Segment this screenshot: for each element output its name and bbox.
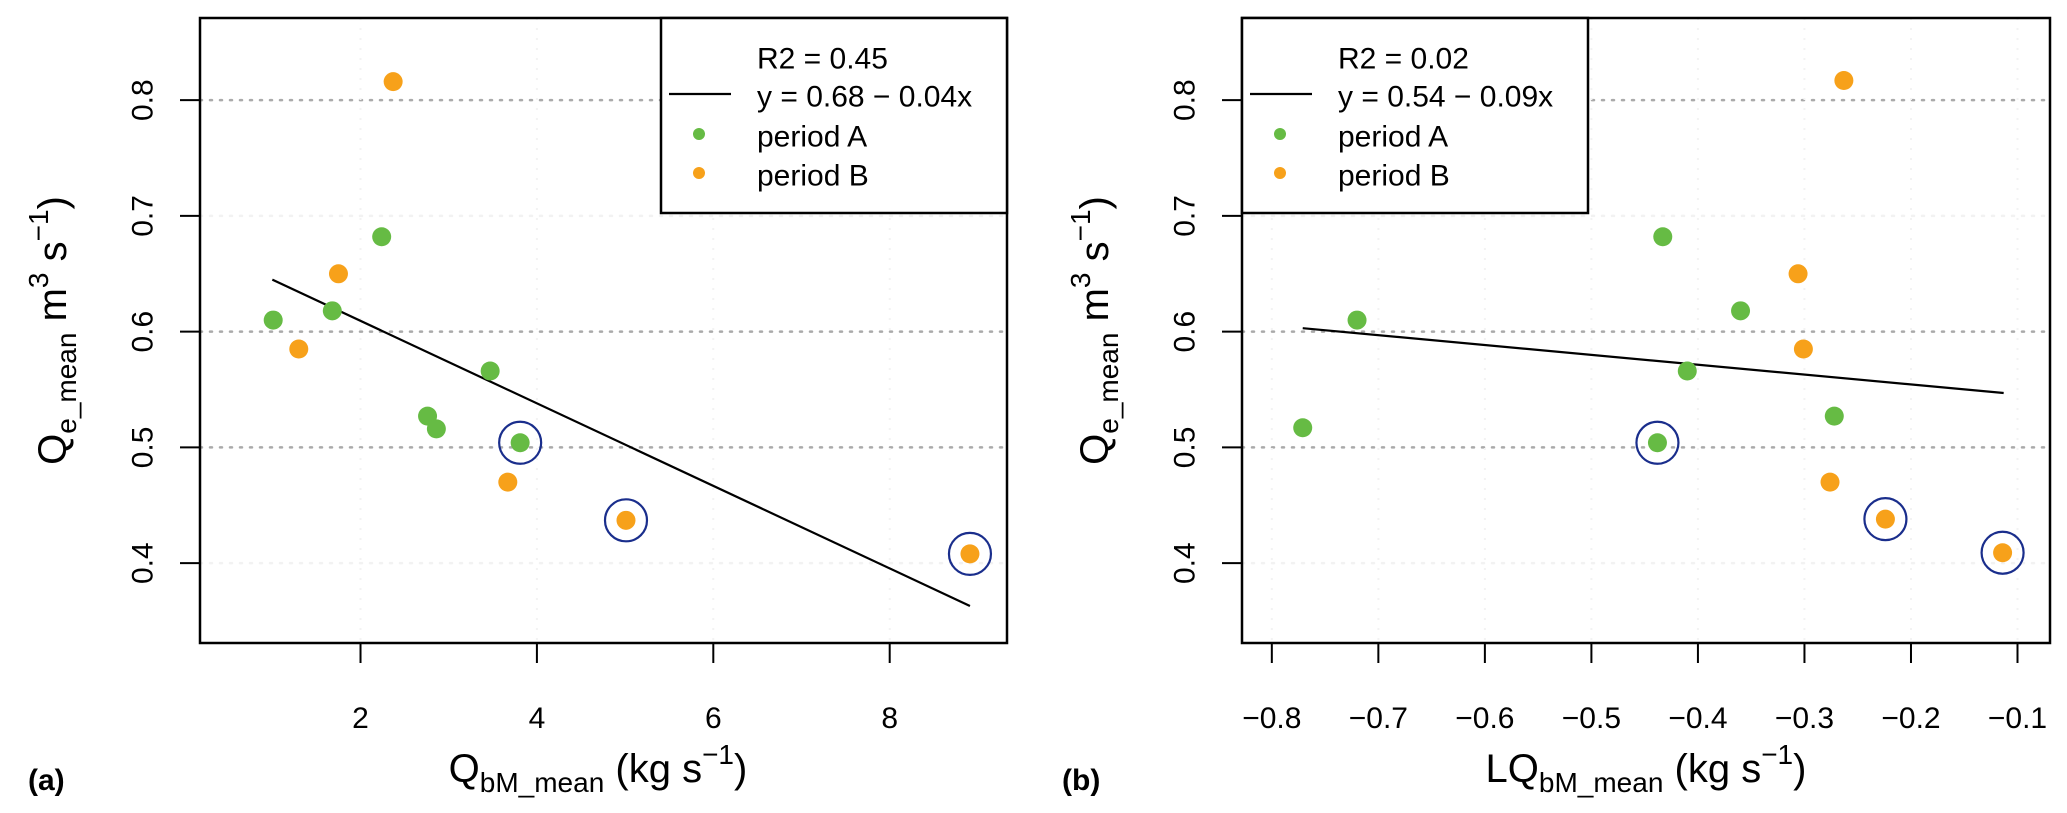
data-point-period-B — [328, 264, 348, 284]
data-point-period-A — [510, 433, 530, 453]
panel-b-x-axis: −0.8 −0.7 −0.6 −0.5 −0.4 −0.3 −0.2 −0.1 — [1242, 643, 2047, 735]
panel-b-points — [1293, 71, 2025, 575]
data-point-period-B — [1875, 509, 1895, 529]
data-point-period-B — [289, 339, 309, 359]
data-point-period-B — [616, 510, 636, 530]
panel-a-plot-frame — [198, 16, 1009, 645]
panel-a-x-tick-label: 2 — [352, 702, 369, 735]
data-point-period-B — [960, 544, 980, 564]
panel-b-x-tick-label: −0.2 — [1881, 702, 1940, 735]
panel-b-x-tick-label: −0.8 — [1242, 702, 1301, 735]
panel-a-y-tick-label: 0.6 — [127, 311, 160, 353]
data-point-period-A — [1293, 418, 1313, 438]
panel-a-legend-label: y = 0.68 − 0.04x — [757, 81, 972, 114]
data-point-period-A — [1653, 227, 1673, 247]
panel-b-y-tick-label: 0.6 — [1169, 311, 1202, 353]
panel-b-legend-dot-icon — [1274, 128, 1286, 140]
panel-a-x-tick-label: 8 — [881, 702, 898, 735]
panel-a-vertical-grid — [359, 18, 891, 643]
data-point-period-B — [383, 72, 403, 92]
panel-a-legend-dot-icon — [693, 128, 705, 140]
panel-b: −0.8 −0.7 −0.6 −0.5 −0.4 −0.3 −0.2 −0.1 0.40.50… — [1062, 16, 2052, 798]
panel-b-plot-frame — [1240, 16, 2052, 645]
panel-a-y-tick-label: 0.8 — [127, 79, 160, 121]
panel-a-legend-label: R2 = 0.45 — [757, 43, 888, 76]
highlight-ring — [498, 420, 543, 465]
panel-b-regression-line — [1302, 327, 2004, 395]
panel-a-x-tick-label: 4 — [529, 702, 546, 735]
panel-b-y-axis: 0.4 0.5 0.6 0.7 0.8 — [1169, 79, 1242, 584]
panel-b-x-tick-label: −0.6 — [1455, 702, 1514, 735]
highlight-ring — [947, 531, 993, 576]
data-point-period-B — [1993, 543, 2013, 563]
panel-a-regression-line — [271, 278, 971, 607]
panel-b-regression — [1302, 327, 2004, 395]
panel-a-y-tick-label: 0.7 — [127, 195, 160, 237]
data-point-period-B — [1793, 339, 1813, 359]
panel-b-legend-label: y = 0.54 − 0.09x — [1338, 81, 1553, 114]
panel-a-regression — [271, 278, 971, 607]
panel-a-y-axis-title: Qe_mean m3 s−1) — [23, 196, 82, 465]
data-point-period-A — [372, 227, 392, 247]
data-point-period-B — [1788, 264, 1808, 284]
data-point-period-A — [480, 361, 500, 381]
panel-a-legend: R2 = 0.45 y = 0.68 − 0.04x period A period … — [659, 16, 1009, 215]
panel-a-x-axis-title: QbM_mean (kg s−1) — [449, 739, 748, 798]
panel-a-points — [263, 72, 993, 576]
panel-a-y-tick-label: 0.5 — [127, 427, 160, 469]
data-point-period-A — [426, 419, 446, 439]
panel-a-legend-label: period A — [757, 121, 867, 154]
data-point-period-B — [1834, 71, 1854, 90]
data-point-period-A — [263, 310, 283, 330]
panel-b-x-tick-label: −0.1 — [1988, 702, 2047, 735]
highlight-ring — [603, 498, 649, 543]
data-point-period-B — [498, 472, 518, 492]
panel-a-label: (a) — [28, 764, 65, 797]
panel-a-y-tick-label: 0.4 — [127, 542, 160, 584]
panel-b-x-axis-title: LQbM_mean (kg s−1) — [1486, 739, 1807, 798]
panel-a: 2 4 6 8 0.4 0.5 0.6 0.7 0.8 R2 = 0.45 y = 0.68 −… — [23, 16, 1009, 798]
panel-b-y-axis-title: Qe_mean m3 s−1) — [1065, 196, 1124, 465]
data-point-period-A — [1731, 301, 1751, 321]
highlight-ring — [1863, 497, 1908, 542]
panel-b-legend: R2 = 0.02 y = 0.54 − 0.09x period A period … — [1240, 16, 1590, 215]
panel-b-y-tick-label: 0.7 — [1169, 195, 1202, 237]
panel-b-legend-box — [1240, 16, 1590, 215]
panel-b-legend-label: R2 = 0.02 — [1338, 43, 1469, 76]
panel-a-legend-dot-icon — [693, 167, 705, 179]
highlight-ring — [1635, 420, 1680, 465]
highlight-ring — [1980, 530, 2025, 575]
panel-a-legend-label: period B — [757, 160, 869, 193]
panel-b-y-tick-label: 0.4 — [1169, 542, 1202, 584]
panel-b-y-tick-label: 0.5 — [1169, 427, 1202, 469]
panel-b-x-tick-label: −0.5 — [1562, 702, 1621, 735]
data-point-period-A — [322, 301, 342, 321]
panel-a-y-axis: 0.4 0.5 0.6 0.7 0.8 — [127, 79, 200, 584]
data-point-period-A — [1347, 310, 1367, 330]
panel-b-x-tick-label: −0.4 — [1668, 702, 1727, 735]
panel-b-y-tick-label: 0.8 — [1169, 79, 1202, 121]
data-point-period-B — [1820, 472, 1840, 492]
panel-b-x-tick-label: −0.7 — [1349, 702, 1408, 735]
data-point-period-A — [1677, 361, 1697, 381]
data-point-period-A — [1824, 406, 1844, 426]
panel-b-legend-label: period A — [1338, 121, 1448, 154]
panel-a-x-tick-label: 6 — [705, 702, 722, 735]
panel-a-x-axis: 2 4 6 8 — [352, 643, 898, 735]
data-point-period-A — [1647, 433, 1667, 453]
panel-b-label: (b) — [1062, 764, 1100, 797]
panel-b-x-tick-label: −0.3 — [1775, 702, 1834, 735]
panel-b-legend-label: period B — [1338, 160, 1450, 193]
panel-b-legend-dot-icon — [1274, 167, 1286, 179]
panel-a-legend-box — [659, 16, 1009, 215]
